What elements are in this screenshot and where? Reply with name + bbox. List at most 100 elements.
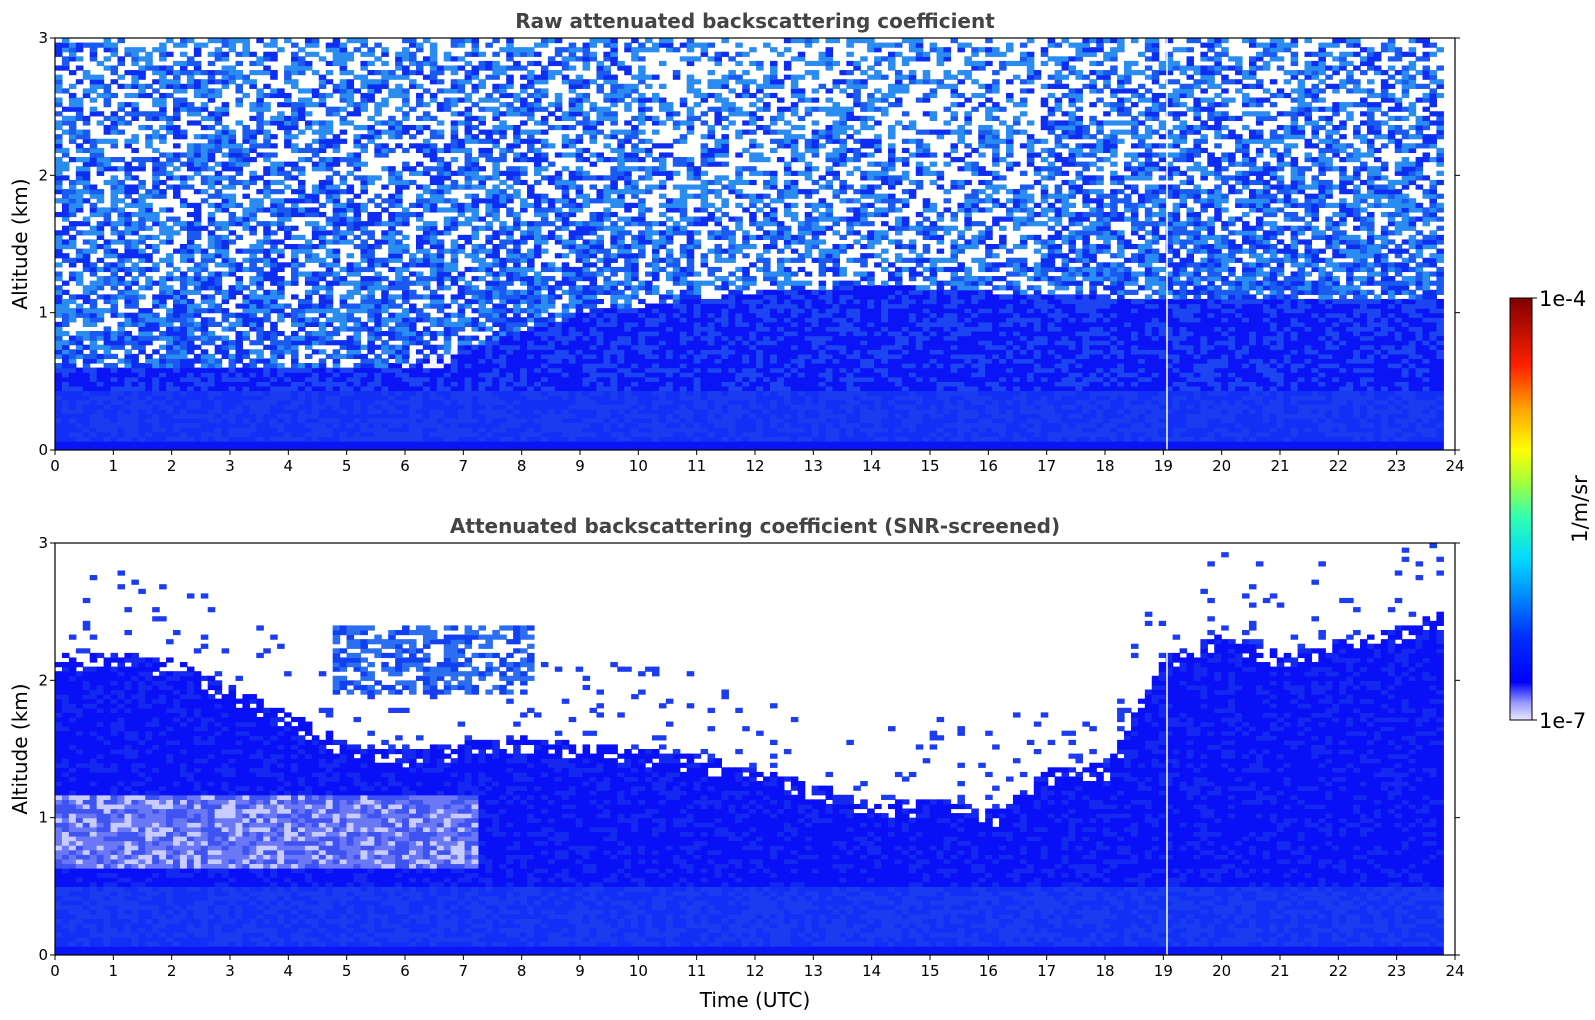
heatmap-cell [499, 417, 507, 424]
heatmap-cell [402, 317, 410, 323]
heatmap-cell [263, 276, 271, 282]
heatmap-cell [186, 111, 195, 117]
heatmap-cell [339, 417, 348, 424]
heatmap-cell [117, 74, 126, 80]
heatmap-cell [228, 202, 237, 208]
heatmap-cell [353, 395, 362, 401]
heatmap-cell [221, 56, 230, 62]
heatmap-cell [409, 367, 417, 373]
heatmap-cell [159, 353, 167, 360]
heatmap-cell [540, 326, 549, 332]
heatmap-cell [68, 257, 77, 263]
heatmap-cell [596, 427, 604, 433]
heatmap-cell [457, 431, 466, 437]
heatmap-cell [325, 431, 334, 437]
heatmap-cell [589, 358, 598, 364]
heatmap-cell [61, 353, 70, 360]
heatmap-cell [540, 298, 549, 305]
heatmap-cell [464, 239, 473, 245]
heatmap-cell [270, 230, 278, 236]
heatmap-cell [367, 385, 375, 392]
heatmap-cell [311, 138, 320, 144]
heatmap-cell [589, 285, 598, 291]
heatmap-cell [68, 385, 77, 392]
heatmap-cell [256, 381, 264, 387]
heatmap-cell [103, 221, 112, 227]
heatmap-cell [304, 102, 313, 108]
heatmap-cell [346, 225, 355, 231]
heatmap-cell [311, 193, 320, 199]
heatmap-cell [499, 385, 507, 392]
heatmap-cell [82, 321, 91, 327]
heatmap-cell [256, 239, 264, 245]
heatmap-cell [193, 395, 202, 401]
heatmap-cell [360, 202, 368, 208]
heatmap-cell [464, 395, 473, 401]
heatmap-cell [193, 120, 202, 126]
heatmap-cell [527, 340, 535, 346]
heatmap-cell [311, 120, 320, 126]
heatmap-cell [346, 422, 355, 428]
heatmap-cell [221, 372, 230, 378]
heatmap-cell [304, 42, 313, 48]
heatmap-cell [554, 408, 563, 414]
heatmap-cell [75, 353, 84, 360]
heatmap-cell [221, 404, 230, 410]
heatmap-cell [291, 395, 299, 401]
heatmap-cell [471, 289, 480, 295]
heatmap-cell [527, 427, 535, 433]
heatmap-cell [117, 211, 126, 218]
heatmap-cell [561, 184, 570, 190]
heatmap-cell [540, 317, 549, 323]
heatmap-cell [339, 372, 348, 378]
heatmap-cell [422, 60, 431, 67]
heatmap-cell [547, 417, 556, 424]
heatmap-cell [582, 47, 591, 53]
heatmap-cell [513, 124, 521, 131]
heatmap-cell [110, 115, 119, 121]
heatmap-cell [325, 184, 334, 190]
heatmap-cell [506, 321, 514, 327]
heatmap-cell [360, 413, 368, 419]
heatmap-cell [193, 248, 202, 254]
heatmap-cell [179, 367, 188, 373]
heatmap-cell [561, 390, 570, 396]
heatmap-cell [193, 413, 202, 419]
heatmap-cell [527, 317, 535, 323]
heatmap-cell [339, 175, 348, 181]
heatmap-cell [103, 413, 112, 419]
heatmap-cell [395, 317, 403, 323]
heatmap-cell [388, 436, 396, 442]
heatmap-cell [568, 97, 577, 103]
heatmap-cell [533, 60, 542, 67]
heatmap-cell [221, 399, 230, 405]
heatmap-cell [55, 436, 63, 442]
heatmap-cell [68, 51, 77, 57]
heatmap-cell [221, 417, 230, 424]
heatmap-cell [221, 138, 230, 144]
heatmap-cell [471, 344, 480, 350]
heatmap-cell [582, 303, 591, 309]
heatmap-cell [582, 157, 591, 163]
heatmap-cell [499, 170, 507, 176]
heatmap-cell [429, 193, 438, 199]
heatmap-cell [173, 70, 181, 76]
heatmap-cell [589, 253, 598, 259]
heatmap-cell [166, 285, 174, 291]
heatmap-cell [82, 175, 91, 181]
heatmap-cell [395, 395, 403, 401]
heatmap-cell [131, 390, 139, 396]
heatmap-cell [374, 102, 382, 108]
heatmap-cell [436, 198, 445, 204]
heatmap-cell [450, 239, 459, 245]
heatmap-cell [520, 294, 528, 300]
heatmap-cell [506, 253, 514, 259]
heatmap-cell [193, 262, 202, 268]
heatmap-cell [429, 198, 438, 204]
heatmap-cell [242, 92, 250, 99]
heatmap-cell [68, 211, 77, 218]
heatmap-cell [367, 79, 375, 85]
heatmap-cell [110, 330, 119, 337]
heatmap-cell [513, 276, 521, 282]
heatmap-cell [402, 115, 410, 121]
